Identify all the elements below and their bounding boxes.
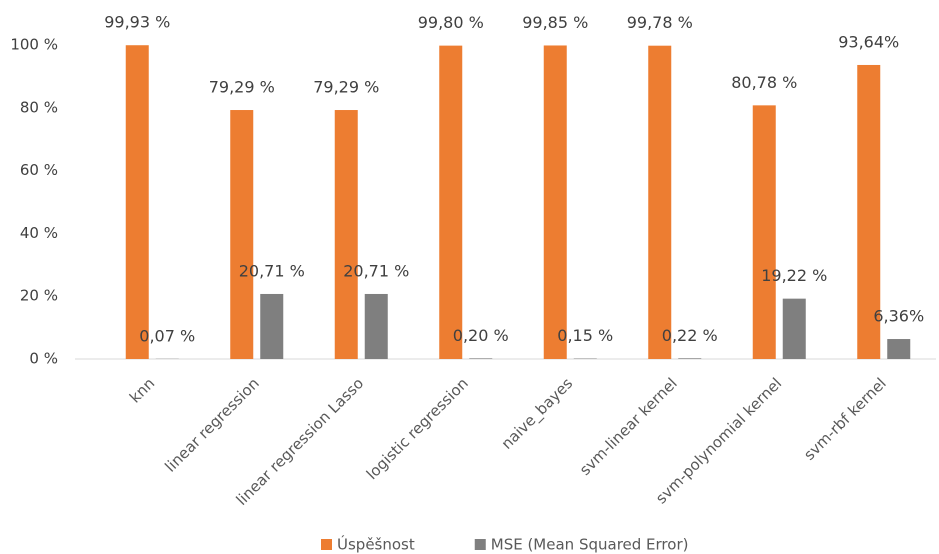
value-label: 0,20 % — [453, 326, 509, 345]
y-tick-label: 20 % — [20, 287, 58, 305]
bar — [857, 64, 881, 359]
value-label: 20,71 % — [239, 261, 305, 280]
x-tick-label: svm-rbf kernel — [800, 374, 890, 464]
bar — [334, 110, 358, 359]
legend-swatch — [474, 539, 486, 550]
y-tick-label: 0 % — [29, 350, 58, 368]
bar — [125, 45, 149, 360]
bar — [648, 45, 672, 360]
value-label: 93,64% — [838, 32, 899, 51]
bar — [230, 110, 254, 359]
value-label: 99,78 % — [627, 13, 693, 32]
bar — [439, 45, 463, 360]
value-label: 19,22 % — [761, 266, 827, 285]
legend-label: MSE (Mean Squared Error) — [491, 536, 689, 554]
value-label: 0,07 % — [139, 326, 195, 345]
bar — [887, 339, 911, 359]
y-tick-label: 60 % — [20, 161, 58, 179]
x-tick-label: naive_bayes — [498, 374, 577, 453]
value-label: 79,29 % — [209, 78, 275, 97]
value-label: 99,85 % — [522, 13, 588, 32]
y-tick-label: 80 % — [20, 98, 58, 116]
value-label: 99,80 % — [418, 13, 484, 32]
value-label: 79,29 % — [313, 78, 379, 97]
value-label: 0,22 % — [662, 326, 718, 345]
value-label: 6,36% — [873, 307, 924, 326]
y-tick-label: 40 % — [20, 224, 58, 242]
x-tick-label: svm-linear kernel — [576, 374, 681, 479]
value-label: 99,93 % — [104, 13, 170, 32]
legend-swatch — [321, 539, 332, 550]
bar — [543, 45, 567, 359]
x-tick-label: linear regression — [161, 374, 262, 475]
value-label: 0,15 % — [557, 326, 613, 345]
bar — [678, 358, 702, 359]
bar — [364, 293, 388, 359]
bar — [260, 293, 284, 359]
value-label: 80,78 % — [731, 73, 797, 92]
y-tick-label: 100 % — [10, 36, 58, 54]
x-tick-label: logistic regression — [363, 374, 472, 483]
legend-label: Úspěšnost — [337, 535, 415, 554]
x-tick-label: knn — [126, 374, 158, 406]
bar — [782, 298, 806, 359]
value-label: 20,71 % — [343, 261, 409, 280]
bar — [469, 358, 493, 359]
bar — [752, 105, 776, 359]
